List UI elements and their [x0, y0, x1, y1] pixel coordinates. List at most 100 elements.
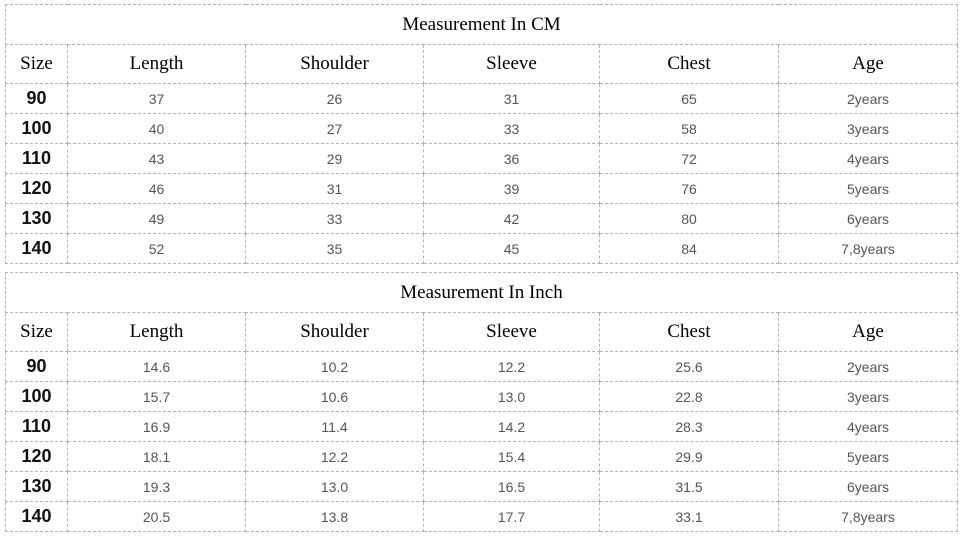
chest-cell: 72 [599, 143, 779, 174]
chest-cell: 58 [599, 113, 779, 144]
table-row: 130 19.3 13.0 16.5 31.5 6years [5, 471, 958, 502]
table-row: 130 49 33 42 80 6years [5, 203, 959, 234]
age-cell: 4years [777, 143, 959, 174]
title-row: Measurement In CM [4, 4, 959, 45]
chest-cell: 28.3 [599, 411, 779, 442]
sleeve-cell: 39 [423, 173, 600, 204]
table-row: 110 43 29 36 72 4years [5, 143, 959, 174]
chest-cell: 31.5 [599, 471, 779, 502]
age-cell: 3years [778, 381, 958, 412]
header-sleeve: Sleeve [423, 44, 600, 84]
header-length: Length [67, 312, 246, 352]
length-cell: 16.9 [67, 411, 246, 442]
chest-cell: 65 [599, 83, 779, 114]
sleeve-cell: 33 [423, 113, 600, 144]
length-cell: 15.7 [67, 381, 246, 412]
sleeve-cell: 12.2 [423, 351, 600, 382]
header-row: Size Length Shoulder Sleeve Chest Age [5, 44, 959, 84]
header-length: Length [67, 44, 246, 84]
age-cell: 5years [778, 441, 958, 472]
sleeve-cell: 45 [423, 233, 600, 264]
measurement-table-inch: Measurement In Inch Size Length Shoulder… [5, 272, 958, 532]
shoulder-cell: 11.4 [245, 411, 424, 442]
header-chest: Chest [599, 312, 779, 352]
header-shoulder: Shoulder [245, 312, 424, 352]
size-cell: 110 [5, 143, 68, 174]
sleeve-cell: 15.4 [423, 441, 600, 472]
table-row: 110 16.9 11.4 14.2 28.3 4years [5, 411, 958, 442]
shoulder-cell: 10.6 [245, 381, 424, 412]
title-row: Measurement In Inch [5, 272, 958, 313]
age-cell: 7,8years [777, 233, 959, 264]
shoulder-cell: 13.8 [245, 501, 424, 532]
size-cell: 90 [5, 351, 68, 382]
sleeve-cell: 31 [423, 83, 600, 114]
chest-cell: 33.1 [599, 501, 779, 532]
shoulder-cell: 35 [245, 233, 424, 264]
header-row: Size Length Shoulder Sleeve Chest Age [5, 312, 958, 352]
length-cell: 46 [67, 173, 246, 204]
size-cell: 120 [5, 173, 68, 204]
shoulder-cell: 31 [245, 173, 424, 204]
table-row: 140 52 35 45 84 7,8years [5, 233, 959, 264]
shoulder-cell: 12.2 [245, 441, 424, 472]
header-size: Size [5, 312, 68, 352]
chest-cell: 80 [599, 203, 779, 234]
length-cell: 52 [67, 233, 246, 264]
sleeve-cell: 14.2 [423, 411, 600, 442]
age-cell: 2years [778, 351, 958, 382]
age-cell: 3years [777, 113, 959, 144]
table-row: 100 15.7 10.6 13.0 22.8 3years [5, 381, 958, 412]
length-cell: 14.6 [67, 351, 246, 382]
header-sleeve: Sleeve [423, 312, 600, 352]
table-row: 100 40 27 33 58 3years [5, 113, 959, 144]
length-cell: 49 [67, 203, 246, 234]
chest-cell: 22.8 [599, 381, 779, 412]
chest-cell: 84 [599, 233, 779, 264]
size-cell: 90 [5, 83, 68, 114]
age-cell: 6years [778, 471, 958, 502]
shoulder-cell: 13.0 [245, 471, 424, 502]
table-row: 90 37 26 31 65 2years [5, 83, 959, 114]
size-cell: 110 [5, 411, 68, 442]
shoulder-cell: 27 [245, 113, 424, 144]
length-cell: 37 [67, 83, 246, 114]
header-shoulder: Shoulder [245, 44, 424, 84]
length-cell: 18.1 [67, 441, 246, 472]
size-cell: 100 [5, 113, 68, 144]
sleeve-cell: 16.5 [423, 471, 600, 502]
age-cell: 6years [777, 203, 959, 234]
table-row: 120 46 31 39 76 5years [5, 173, 959, 204]
header-size: Size [5, 44, 68, 84]
length-cell: 20.5 [67, 501, 246, 532]
length-cell: 43 [67, 143, 246, 174]
age-cell: 2years [777, 83, 959, 114]
length-cell: 19.3 [67, 471, 246, 502]
table-title: Measurement In Inch [5, 272, 958, 313]
size-cell: 100 [5, 381, 68, 412]
sleeve-cell: 13.0 [423, 381, 600, 412]
header-age: Age [777, 44, 959, 84]
shoulder-cell: 33 [245, 203, 424, 234]
age-cell: 7,8years [778, 501, 958, 532]
table-row: 140 20.5 13.8 17.7 33.1 7,8years [5, 501, 958, 532]
header-age: Age [778, 312, 958, 352]
table-title: Measurement In CM [4, 4, 959, 45]
chest-cell: 76 [599, 173, 779, 204]
chest-cell: 29.9 [599, 441, 779, 472]
size-cell: 140 [5, 501, 68, 532]
shoulder-cell: 10.2 [245, 351, 424, 382]
chest-cell: 25.6 [599, 351, 779, 382]
table-row: 90 14.6 10.2 12.2 25.6 2years [5, 351, 958, 382]
shoulder-cell: 29 [245, 143, 424, 174]
table-row: 120 18.1 12.2 15.4 29.9 5years [5, 441, 958, 472]
sleeve-cell: 42 [423, 203, 600, 234]
header-chest: Chest [599, 44, 779, 84]
shoulder-cell: 26 [245, 83, 424, 114]
sleeve-cell: 17.7 [423, 501, 600, 532]
measurement-table-cm: Measurement In CM Size Length Shoulder S… [4, 4, 959, 264]
sleeve-cell: 36 [423, 143, 600, 174]
length-cell: 40 [67, 113, 246, 144]
